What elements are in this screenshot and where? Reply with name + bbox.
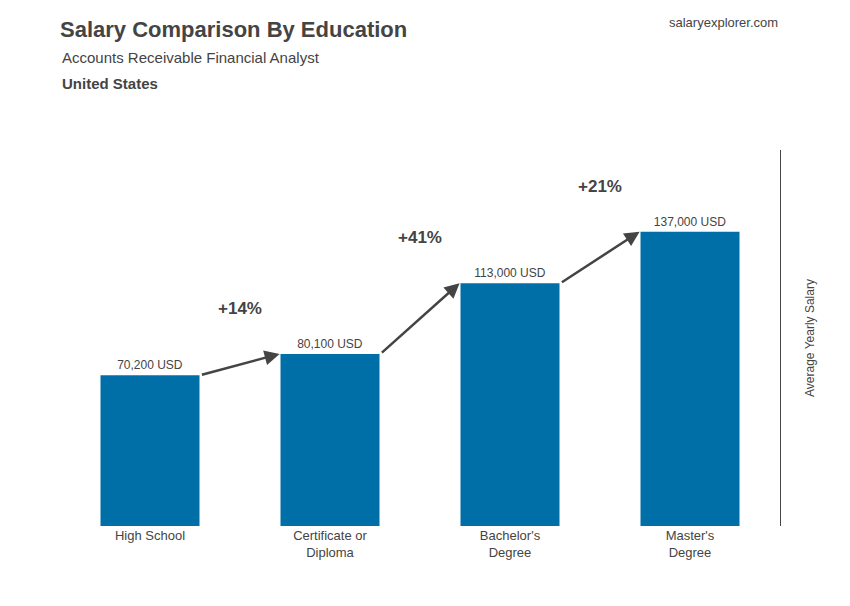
svg-text:Certificate orDiploma: Certificate orDiploma bbox=[293, 528, 367, 560]
svg-text:Salary Comparison By Education: Salary Comparison By Education bbox=[60, 17, 407, 42]
svg-text:80,100 USD: 80,100 USD bbox=[297, 337, 363, 351]
svg-text:Master'sDegree: Master'sDegree bbox=[666, 528, 715, 560]
svg-text:High School: High School bbox=[115, 528, 185, 543]
svg-text:salaryexplorer.com: salaryexplorer.com bbox=[669, 15, 778, 30]
svg-text:Bachelor'sDegree: Bachelor'sDegree bbox=[480, 528, 541, 560]
svg-text:113,000 USD: 113,000 USD bbox=[474, 266, 545, 280]
svg-text:+14%: +14% bbox=[218, 299, 262, 318]
svg-text:+21%: +21% bbox=[578, 177, 622, 196]
svg-text:+41%: +41% bbox=[398, 228, 442, 247]
svg-text:137,000 USD: 137,000 USD bbox=[654, 215, 726, 229]
svg-text:United States: United States bbox=[62, 75, 158, 92]
svg-text:Average Yearly Salary: Average Yearly Salary bbox=[803, 279, 817, 397]
svg-text:70,200 USD: 70,200 USD bbox=[117, 358, 183, 372]
svg-text:Accounts Receivable Financial: Accounts Receivable Financial Analyst bbox=[62, 49, 320, 66]
